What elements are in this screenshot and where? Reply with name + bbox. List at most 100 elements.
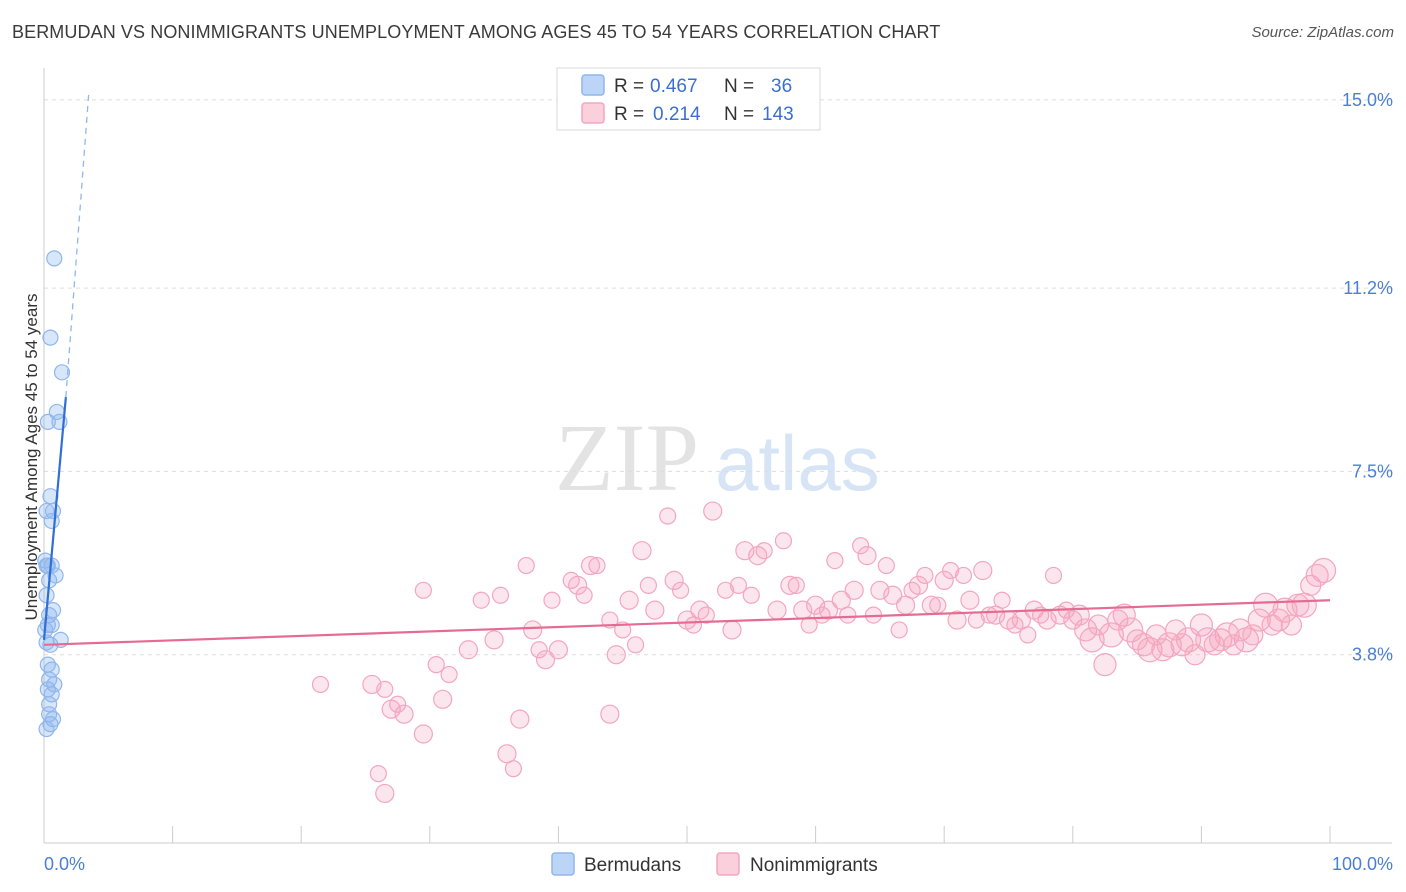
point-bermudans (46, 676, 63, 693)
point-nonimmigrants (716, 581, 735, 599)
x-tick-label-left: 0.0% (44, 854, 85, 874)
point-nonimmigrants (729, 576, 748, 594)
point-nonimmigrants (1247, 608, 1271, 632)
point-nonimmigrants (1291, 592, 1317, 618)
point-nonimmigrants (805, 595, 826, 615)
point-nonimmigrants (755, 542, 773, 560)
point-nonimmigrants (504, 760, 522, 778)
point-nonimmigrants (767, 600, 787, 620)
point-nonimmigrants (535, 650, 556, 670)
point-nonimmigrants (697, 606, 715, 624)
chart-title: BERMUDAN VS NONIMMIGRANTS UNEMPLOYMENT A… (12, 22, 941, 42)
legend-swatch-nonimmigrants (581, 102, 605, 124)
point-nonimmigrants (1112, 603, 1136, 627)
point-nonimmigrants (568, 575, 588, 595)
legend-n-label-1: N = (724, 76, 754, 97)
point-nonimmigrants (883, 585, 903, 605)
point-nonimmigrants (890, 621, 908, 639)
point-nonimmigrants (839, 606, 857, 624)
point-nonimmigrants (934, 570, 954, 591)
point-nonimmigrants (857, 546, 877, 566)
point-nonimmigrants (639, 576, 658, 594)
point-nonimmigrants (954, 566, 973, 585)
point-nonimmigrants (1280, 614, 1303, 636)
point-nonimmigrants (993, 591, 1011, 609)
point-nonimmigrants (1214, 622, 1240, 648)
tick-labels: 3.8% 7.5% 11.2% 15.0% 0.0% 100.0% (44, 90, 1393, 874)
legend-swatch-bermudans (581, 74, 605, 96)
point-nonimmigrants (427, 656, 445, 674)
point-nonimmigrants (877, 556, 895, 575)
legend-r-value-2: 0.214 (653, 104, 701, 125)
trend-line-nonimmigrants (43, 599, 1331, 646)
point-nonimmigrants (1019, 626, 1037, 644)
point-nonimmigrants (1272, 597, 1298, 623)
point-bermudans (42, 329, 59, 346)
point-nonimmigrants (844, 580, 864, 600)
legend: R = 0.467 N = 36 R = 0.214 N = 143 (556, 67, 821, 131)
legend-n-value-2: 143 (762, 104, 794, 125)
point-nonimmigrants (440, 665, 458, 684)
point-nonimmigrants (632, 541, 652, 561)
point-bermudans (38, 720, 55, 738)
point-nonimmigrants (973, 560, 993, 581)
point-nonimmigrants (523, 620, 543, 640)
watermark: ZIP atlas (555, 404, 880, 511)
point-nonimmigrants (671, 581, 690, 599)
y-tick-label-2: 11.2% (1343, 278, 1393, 298)
point-nonimmigrants (548, 640, 569, 660)
point-nonimmigrants (826, 551, 844, 570)
y-tick-label-1: 7.5% (1352, 461, 1393, 481)
bottom-legend: Bermudans Nonimmigrants (551, 852, 878, 876)
point-nonimmigrants (1098, 622, 1124, 648)
trend-line-bermudans-extension (65, 89, 90, 398)
point-nonimmigrants (414, 581, 432, 599)
point-nonimmigrants (543, 591, 561, 609)
point-nonimmigrants (1184, 644, 1206, 666)
point-nonimmigrants (735, 541, 755, 561)
point-nonimmigrants (375, 783, 395, 804)
legend-n-value-1: 36 (771, 76, 792, 97)
bottom-legend-swatch-bermudans (551, 852, 575, 876)
point-nonimmigrants (376, 680, 394, 699)
point-nonimmigrants (742, 586, 760, 604)
y-tick-label-3: 15.0% (1342, 90, 1393, 110)
point-nonimmigrants (947, 610, 967, 630)
point-nonimmigrants (458, 640, 478, 660)
watermark-atlas: atlas (715, 419, 880, 507)
point-nonimmigrants (870, 580, 890, 600)
point-bermudans (53, 364, 71, 381)
point-bermudans (38, 502, 55, 520)
trend-line-bermudans (42, 396, 67, 640)
trend-lines (42, 89, 1331, 646)
point-nonimmigrants (619, 590, 639, 610)
point-nonimmigrants (800, 616, 818, 634)
y-axis-title: Unemployment Among Ages 45 to 54 years (22, 294, 41, 621)
point-nonimmigrants (787, 576, 805, 594)
legend-r-label-1: R = (614, 76, 644, 97)
point-nonimmigrants (1156, 632, 1182, 658)
point-nonimmigrants (510, 709, 530, 729)
x-tick-label-right: 100.0% (1332, 854, 1393, 874)
point-nonimmigrants (818, 600, 839, 620)
axes (43, 68, 1392, 844)
point-nonimmigrants (960, 590, 980, 610)
point-nonimmigrants (472, 591, 490, 609)
point-nonimmigrants (942, 561, 960, 580)
bottom-legend-label-bermudans: Bermudans (584, 855, 681, 876)
point-bermudans (43, 616, 60, 634)
point-nonimmigrants (780, 575, 800, 595)
point-nonimmigrants (831, 590, 851, 610)
legend-r-value-1: 0.467 (650, 76, 698, 97)
point-nonimmigrants (626, 636, 645, 654)
point-nonimmigrants (575, 586, 593, 604)
point-nonimmigrants (703, 501, 723, 521)
point-nonimmigrants (916, 566, 934, 585)
legend-n-label-2: N = (724, 104, 754, 125)
point-nonimmigrants (497, 744, 517, 764)
point-nonimmigrants (1222, 634, 1245, 656)
point-nonimmigrants (484, 630, 504, 650)
point-nonimmigrants (1242, 624, 1264, 646)
point-nonimmigrants (908, 575, 929, 595)
